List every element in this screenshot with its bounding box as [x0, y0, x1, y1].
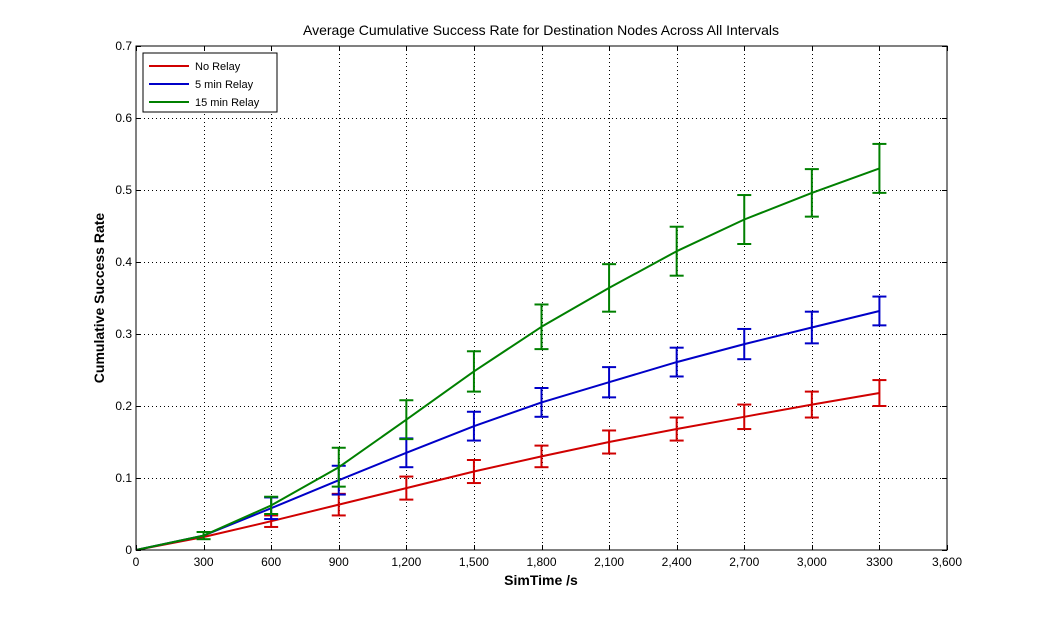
ticks: 0 300 600 900 1,200 1,500 1,800 2,100 2,400 2,700…: [115, 39, 962, 569]
error-bar-5-min-relay: [669, 346, 684, 378]
error-bar-no-relay: [534, 444, 549, 469]
y-tick-label: 0.2: [115, 399, 132, 413]
x-tick-label: 2,700: [729, 555, 759, 569]
y-tick-label: 0.1: [115, 471, 132, 485]
x-tick-label: 3,600: [932, 555, 962, 569]
x-tick-label: 2,400: [662, 555, 692, 569]
error-bar-no-relay: [602, 429, 617, 455]
series-line-no-relay: [135, 392, 880, 551]
y-axis-label: Cumulative Success Rate: [91, 213, 107, 384]
error-bar-15-min-relay: [602, 263, 617, 313]
error-bar-no-relay: [737, 403, 752, 431]
series-15-min-relay: [135, 142, 887, 551]
legend-label-5-min-relay: 5 min Relay: [195, 79, 254, 91]
error-bar-15-min-relay: [331, 446, 346, 488]
series-no-relay: [135, 379, 887, 551]
series-line-5-min-relay: [135, 310, 880, 551]
series-layer: [135, 142, 887, 551]
error-bar-no-relay: [669, 416, 684, 442]
y-tick-label: 0.5: [115, 183, 132, 197]
x-tick-label: 1,200: [391, 555, 421, 569]
error-bar-15-min-relay: [196, 531, 211, 541]
error-bar-5-min-relay: [872, 295, 887, 327]
error-bar-15-min-relay: [534, 303, 549, 351]
chart-title: Average Cumulative Success Rate for Dest…: [303, 22, 779, 38]
x-tick-label: 2,100: [594, 555, 624, 569]
series-line-15-min-relay: [135, 167, 880, 551]
error-bar-15-min-relay: [872, 142, 887, 194]
x-tick-label: 1,800: [526, 555, 556, 569]
plot-area-background: [136, 46, 947, 550]
x-tick-label: 3,000: [797, 555, 827, 569]
error-bar-no-relay: [466, 459, 481, 485]
x-tick-label: 900: [329, 555, 349, 569]
y-tick-label: 0.6: [115, 111, 132, 125]
y-tick-label: 0: [125, 543, 132, 557]
error-bar-15-min-relay: [804, 168, 819, 218]
error-bar-5-min-relay: [804, 310, 819, 345]
error-bar-5-min-relay: [737, 327, 752, 361]
error-bar-15-min-relay: [264, 495, 279, 515]
x-axis-label: SimTime /s: [504, 572, 578, 588]
error-bar-no-relay: [872, 379, 887, 407]
error-bar-15-min-relay: [399, 399, 414, 441]
legend-label-15-min-relay: 15 min Relay: [195, 97, 260, 109]
error-bar-5-min-relay: [602, 366, 617, 399]
legend: No Relay 5 min Relay 15 min Relay: [142, 52, 278, 113]
error-bar-15-min-relay: [466, 350, 481, 393]
y-tick-label: 0.7: [115, 39, 132, 53]
error-bar-5-min-relay: [466, 410, 481, 442]
error-bar-5-min-relay: [534, 387, 549, 418]
x-tick-label: 600: [261, 555, 281, 569]
plot-frame: [135, 45, 948, 551]
x-tick-label: 0: [133, 555, 140, 569]
error-bar-no-relay: [399, 475, 414, 501]
y-tick-label: 0.3: [115, 327, 132, 341]
error-bar-15-min-relay: [737, 194, 752, 245]
x-tick-label: 300: [194, 555, 214, 569]
x-tick-label: 3300: [866, 555, 893, 569]
x-tick-label: 1,500: [459, 555, 489, 569]
error-bar-no-relay: [804, 390, 819, 419]
error-bar-15-min-relay: [669, 225, 684, 277]
y-tick-label: 0.4: [115, 255, 132, 269]
legend-label-no-relay: No Relay: [195, 61, 241, 73]
